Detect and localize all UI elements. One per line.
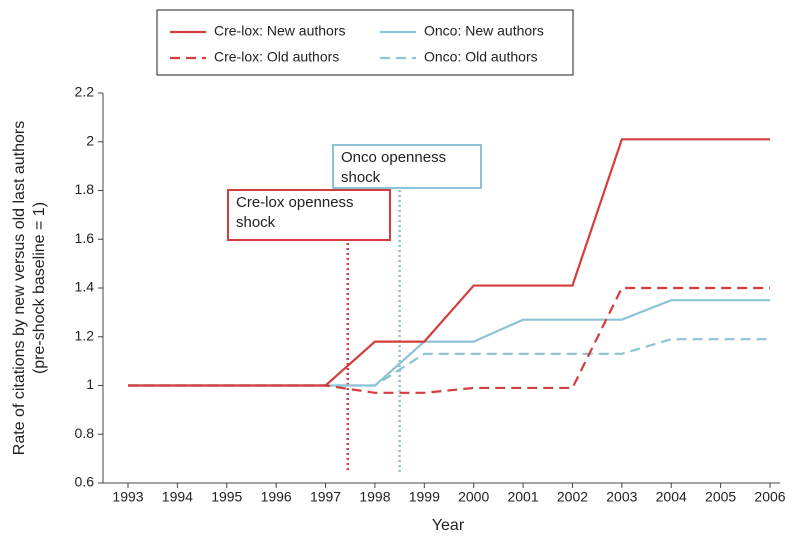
legend-label: Onco: Old authors xyxy=(424,49,538,65)
x-tick-label: 1995 xyxy=(211,489,242,505)
annotation-text: Cre-lox openness xyxy=(236,194,354,211)
x-tick-label: 1996 xyxy=(261,489,292,505)
y-axis-label: Rate of citations by new versus old last… xyxy=(11,121,28,455)
y-tick-label: 2 xyxy=(86,132,94,148)
annotation-text: Onco openness xyxy=(341,149,446,166)
legend-label: Cre-lox: Old authors xyxy=(214,49,339,65)
legend-label: Cre-lox: New authors xyxy=(214,23,346,39)
x-tick-label: 1997 xyxy=(310,489,341,505)
y-tick-label: 2.2 xyxy=(75,84,95,100)
x-tick-label: 1999 xyxy=(409,489,440,505)
y-tick-label: 1.6 xyxy=(75,230,95,246)
y-tick-label: 1 xyxy=(86,376,94,392)
x-tick-label: 2003 xyxy=(606,489,637,505)
x-tick-label: 2000 xyxy=(458,489,489,505)
x-tick-label: 2002 xyxy=(557,489,588,505)
y-tick-label: 0.8 xyxy=(75,425,95,441)
x-tick-label: 2001 xyxy=(507,489,538,505)
y-tick-label: 1.4 xyxy=(75,279,95,295)
annotation-box xyxy=(332,144,482,189)
x-tick-label: 1993 xyxy=(112,489,143,505)
x-tick-label: 2006 xyxy=(754,489,785,505)
y-tick-label: 0.6 xyxy=(75,474,95,490)
annotation-text: shock xyxy=(236,214,276,231)
y-tick-label: 1.8 xyxy=(75,181,95,197)
annotation-box xyxy=(227,189,391,241)
series-line xyxy=(128,286,770,394)
annotation-text: shock xyxy=(341,169,381,186)
legend-box xyxy=(156,9,574,76)
x-tick-label: 2004 xyxy=(656,489,687,505)
y-axis-label: (pre-shock baseline = 1) xyxy=(31,202,48,374)
y-tick-label: 1.2 xyxy=(75,327,95,343)
x-tick-label: 2005 xyxy=(705,489,736,505)
series-line xyxy=(128,338,770,387)
series-line xyxy=(128,138,770,387)
x-tick-label: 1994 xyxy=(162,489,193,505)
x-axis-label: Year xyxy=(432,517,465,534)
x-tick-label: 1998 xyxy=(359,489,390,505)
legend-label: Onco: New authors xyxy=(424,23,544,39)
